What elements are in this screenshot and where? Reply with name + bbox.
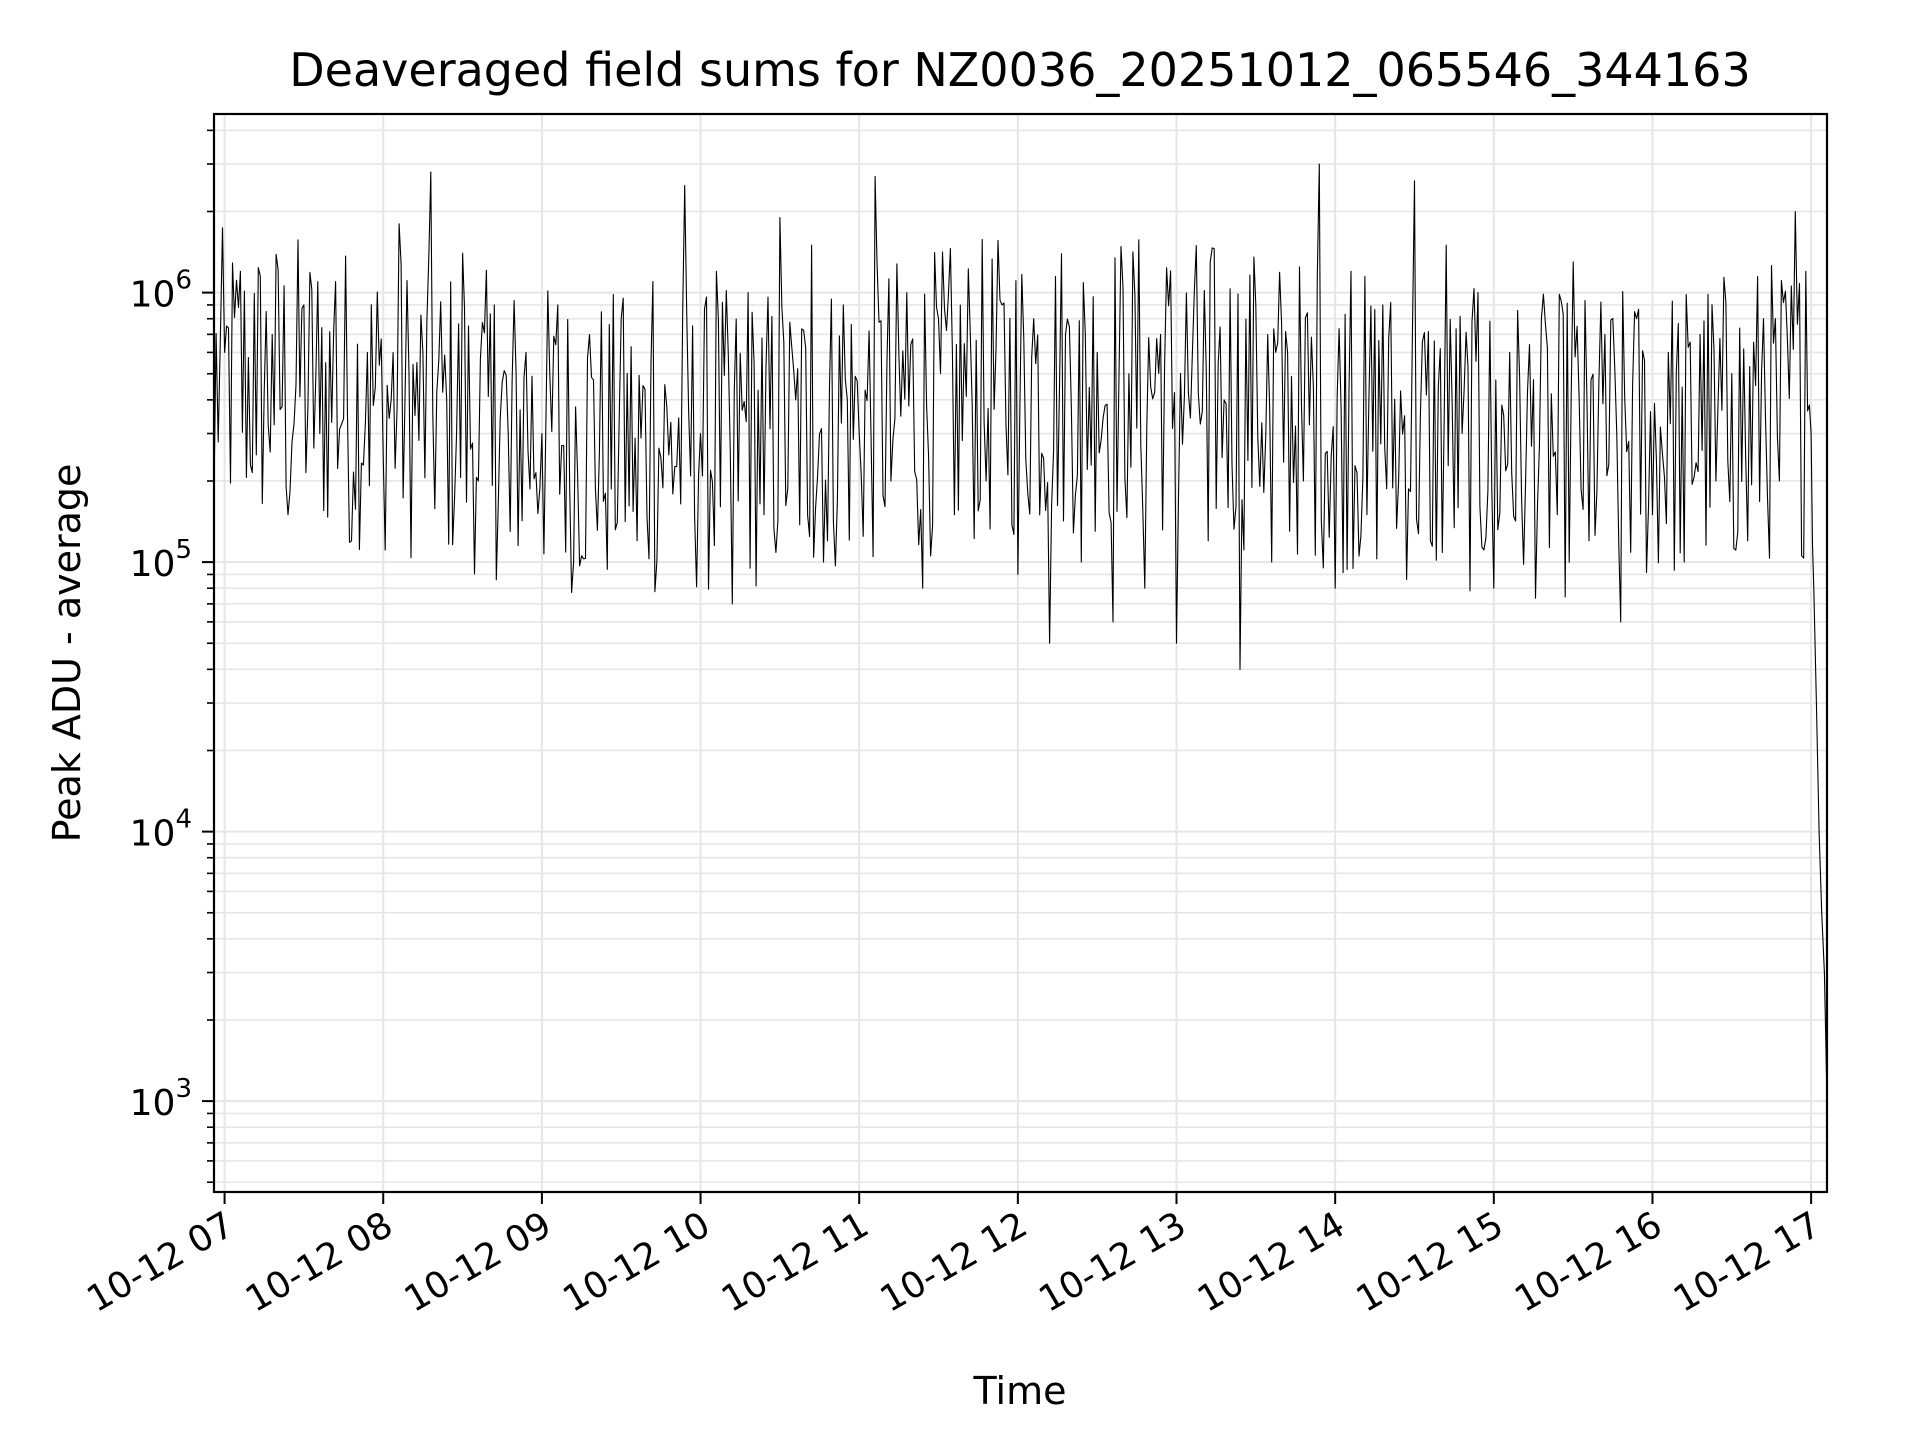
series-group: [213, 163, 1828, 1102]
y-tick-label: 105: [130, 535, 192, 585]
y-tick-label: 106: [130, 266, 192, 316]
chart-title: Deaveraged field sums for NZ0036_2025101…: [289, 43, 1750, 97]
plot-frame: [212, 112, 1829, 1194]
y-axis-label: Peak ADU - average: [45, 464, 89, 843]
y-tick-label: 104: [130, 805, 192, 855]
x-axis-label: Time: [973, 1369, 1067, 1413]
series-line: [213, 163, 1828, 1102]
y-axis: 103 104 105 106: [130, 129, 214, 1184]
y-tick-label: 103: [130, 1074, 192, 1124]
grid: [214, 114, 1827, 1192]
